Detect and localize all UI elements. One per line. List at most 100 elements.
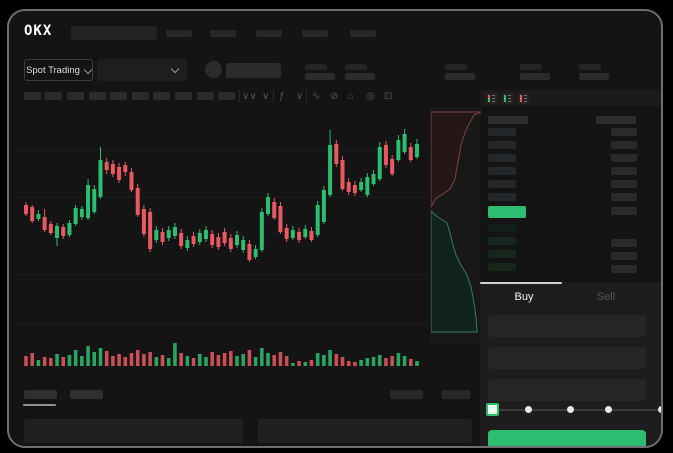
chart-tool-button[interactable]	[110, 92, 127, 100]
active-tab-indicator	[480, 282, 562, 284]
search-placeholder[interactable]	[226, 63, 281, 78]
volume-bar	[297, 361, 301, 366]
volume-bar	[303, 362, 308, 366]
ask-price-bar	[488, 167, 516, 175]
orders-tab[interactable]	[24, 390, 57, 399]
amount-slider-dot[interactable]	[567, 406, 574, 413]
volume-bar	[185, 356, 190, 366]
orderbook-mode-sell-icon[interactable]	[518, 93, 529, 104]
candle-body	[247, 244, 252, 260]
amount-slider-dot[interactable]	[658, 406, 661, 413]
pair-dropdown[interactable]	[97, 59, 187, 81]
candle-body	[315, 205, 320, 235]
orders-tab-underline	[23, 404, 56, 406]
candle-body	[172, 227, 177, 236]
chart-tool-button[interactable]	[45, 92, 62, 100]
line-tools-icon[interactable]: ∿	[312, 91, 321, 102]
order-input-2[interactable]	[488, 347, 646, 369]
candle-body	[203, 230, 208, 239]
tab-buy[interactable]: Buy	[514, 291, 534, 303]
volume-bar	[334, 354, 339, 366]
volume-bar	[73, 350, 78, 366]
bid-size-bar	[611, 265, 637, 273]
nav-item[interactable]	[302, 30, 328, 37]
depth-area	[430, 209, 478, 333]
avatar[interactable]	[205, 61, 222, 78]
candle-style-icon[interactable]: ∨∨	[242, 91, 257, 102]
candle-body	[303, 229, 308, 237]
volume-bar	[315, 353, 320, 366]
order-input-3[interactable]	[488, 379, 646, 401]
amount-slider-handle[interactable]	[486, 403, 499, 416]
amount-slider-dot[interactable]	[525, 406, 532, 413]
amount-slider-dot[interactable]	[605, 406, 612, 413]
buy-submit-button[interactable]	[488, 430, 646, 446]
order-input-1[interactable]	[488, 315, 646, 337]
chart-settings-icon[interactable]: ◎	[366, 91, 375, 102]
ask-size-bar	[611, 180, 637, 188]
ticker-stat-value	[305, 73, 335, 80]
snapshot-icon[interactable]: ⌂	[348, 91, 355, 102]
toolbar-divider	[239, 90, 240, 102]
ask-price-bar	[488, 154, 516, 162]
ticker-stat-value	[520, 73, 550, 80]
ticker-stat-value	[579, 73, 609, 80]
chart-tool-button[interactable]	[24, 92, 41, 100]
orderbook-header-right	[596, 116, 636, 124]
candle-body	[235, 235, 240, 245]
nav-item[interactable]	[210, 30, 236, 37]
candle-body	[383, 145, 388, 165]
chart-tool-button[interactable]	[175, 92, 192, 100]
volume-bar	[359, 360, 363, 366]
volume-bar	[179, 353, 183, 366]
orderbook-mode-all-icon[interactable]	[486, 93, 497, 104]
ticker-stat-label	[445, 64, 467, 70]
app-window: OKX Spot Trading ∨∨ ∨ ƒ ∨ ∿ ⊘ ⌂ ◎ ⊡ Buy Sell	[7, 9, 663, 448]
volume-bar	[371, 357, 376, 366]
ticker-stat-label	[579, 64, 601, 70]
volume-bar	[272, 355, 277, 366]
volume-bar	[160, 355, 165, 366]
volume-bar	[266, 353, 270, 366]
ticker-stat-label	[520, 64, 542, 70]
orders-tab[interactable]	[70, 390, 103, 399]
chart-tool-button[interactable]	[132, 92, 149, 100]
volume-bar	[222, 353, 227, 366]
nav-item[interactable]	[350, 30, 376, 37]
fullscreen-icon[interactable]: ⊡	[384, 91, 393, 102]
volume-bar	[111, 356, 115, 366]
compare-icon[interactable]: ⊘	[330, 91, 339, 102]
depth-chart	[430, 111, 482, 333]
interval-dropdown-icon[interactable]: ∨	[262, 91, 270, 102]
chart-tool-button[interactable]	[197, 92, 214, 100]
volume-bar	[241, 354, 246, 366]
candle-body	[73, 208, 78, 224]
ask-size-bar	[611, 128, 637, 136]
nav-item[interactable]	[166, 30, 192, 37]
candle-body	[414, 144, 419, 157]
ask-size-bar	[611, 193, 637, 201]
nav-item[interactable]	[256, 30, 282, 37]
spot-trading-selector[interactable]: Spot Trading	[24, 59, 93, 81]
volume-bar	[247, 350, 252, 366]
volume-bar	[49, 358, 53, 366]
tab-sell[interactable]: Sell	[596, 291, 616, 303]
volume-bar	[322, 355, 326, 366]
chart-tool-button[interactable]	[67, 92, 84, 100]
chart-tool-button[interactable]	[218, 92, 235, 100]
toolbar-divider	[306, 90, 307, 102]
chart-tool-button[interactable]	[153, 92, 170, 100]
volume-bar	[210, 352, 214, 366]
amount-slider-track[interactable]	[491, 409, 658, 411]
candle-body	[352, 185, 357, 193]
ask-price-bar	[488, 141, 516, 149]
chart-tool-button[interactable]	[89, 92, 106, 100]
indicator-icon[interactable]: ƒ	[279, 91, 285, 102]
orders-filter-bar	[390, 390, 423, 399]
volume-bar	[135, 350, 140, 366]
indicator-dropdown-icon[interactable]: ∨	[296, 91, 304, 102]
ask-size-bar	[611, 154, 637, 162]
candle-body	[92, 189, 97, 212]
okx-logo[interactable]: OKX	[24, 23, 53, 39]
orderbook-mode-buy-icon[interactable]	[502, 93, 513, 104]
